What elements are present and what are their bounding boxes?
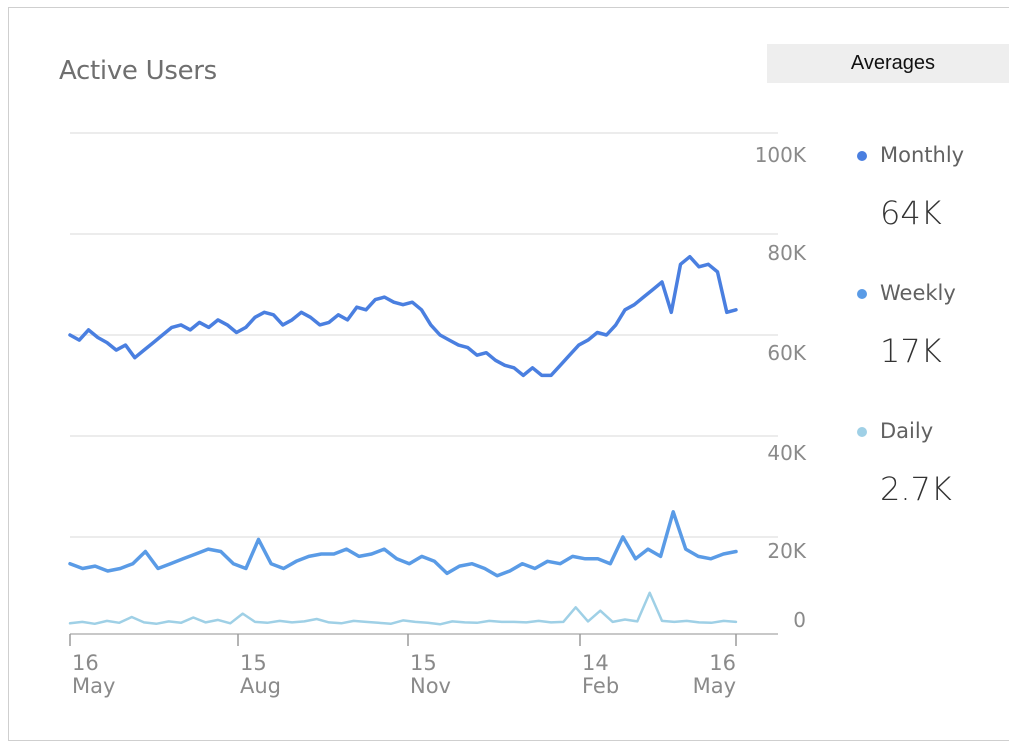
legend-value: 2.7K — [880, 470, 952, 508]
legend-value: 17K — [880, 332, 942, 370]
x-tick-month: Feb — [582, 674, 619, 698]
x-tick-day: 16 — [709, 651, 736, 675]
legend-label: Weekly — [880, 281, 956, 305]
y-tick-label: 20K — [767, 539, 806, 563]
legend-label: Daily — [880, 419, 934, 443]
series-line-daily — [68, 591, 738, 626]
y-tick-label: 0 — [793, 608, 806, 632]
x-tick-day: 15 — [240, 651, 267, 675]
chart-title: Active Users — [59, 56, 217, 86]
x-tick-month: Nov — [410, 674, 451, 698]
legend-dot-icon — [857, 289, 867, 299]
y-tick-label: 100K — [755, 143, 807, 167]
active-users-card — [8, 7, 1009, 741]
legend-dot-icon — [857, 427, 867, 437]
x-tick-month: Aug — [240, 674, 281, 698]
y-tick-label: 40K — [767, 441, 806, 465]
x-tick-month: May — [693, 674, 736, 698]
series-line-monthly — [68, 254, 738, 378]
y-tick-label: 80K — [767, 241, 806, 265]
legend-dot-icon — [857, 151, 867, 161]
legend-value: 64K — [880, 194, 942, 232]
averages-tab[interactable]: Averages — [767, 44, 1009, 83]
legend-label: Monthly — [880, 143, 965, 167]
y-tick-label: 60K — [767, 341, 806, 365]
series-line-weekly — [68, 510, 738, 578]
x-tick-day: 16 — [72, 651, 99, 675]
x-tick-month: May — [72, 674, 115, 698]
x-tick-day: 15 — [410, 651, 437, 675]
x-tick-day: 14 — [582, 651, 609, 675]
